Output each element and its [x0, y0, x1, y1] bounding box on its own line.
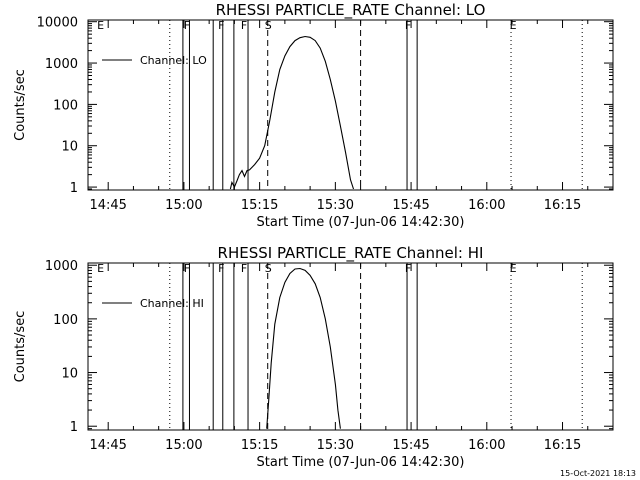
- chart-panel-1: RHESSI PARTICLE_RATE Channel: LO Counts/s…: [13, 1, 614, 230]
- x-tick-label: 16:15: [544, 198, 581, 213]
- y-tick-label: 10000: [37, 16, 78, 31]
- data-series-line: [266, 267, 341, 429]
- data-series-line: [229, 35, 355, 190]
- event-marker: S: [265, 262, 272, 275]
- x-tick-label: 15:30: [317, 198, 354, 213]
- x-tick-label: 15:15: [241, 438, 278, 453]
- y-tick-label: 1: [70, 181, 78, 196]
- x-axis-label: Start Time (07-Jun-06 14:42:30): [257, 215, 465, 230]
- x-tick-label: 15:45: [392, 198, 429, 213]
- x-tick-label: 14:45: [89, 198, 126, 213]
- x-tick-label: 15:45: [392, 438, 429, 453]
- chart-panel-2: RHESSI PARTICLE_RATE Channel: HI Counts/s…: [13, 244, 614, 470]
- chart-title: RHESSI PARTICLE_RATE Channel: LO: [216, 1, 486, 20]
- plot-frame: [87, 262, 614, 431]
- plot-timestamp: 15-Oct-2021 18:13: [560, 469, 636, 478]
- event-marker: F: [241, 19, 247, 32]
- x-tick-label: 15:00: [165, 198, 202, 213]
- event-marker: F: [218, 262, 224, 275]
- y-tick-label: 100: [53, 313, 78, 328]
- y-tick-label: 1000: [45, 259, 78, 274]
- y-tick-label: 10: [61, 367, 78, 382]
- legend-label: Channel: LO: [140, 54, 207, 67]
- y-tick-label: 1: [70, 420, 78, 435]
- event-marker: E: [510, 19, 517, 32]
- y-axis-label: Counts/sec: [13, 311, 28, 383]
- x-tick-label: 16:15: [544, 438, 581, 453]
- x-tick-label: 14:45: [89, 438, 126, 453]
- chart-title: RHESSI PARTICLE_RATE Channel: HI: [218, 244, 484, 263]
- legend-label: Channel: HI: [140, 297, 204, 310]
- x-tick-label: 16:00: [468, 438, 505, 453]
- x-tick-label: 16:00: [468, 198, 505, 213]
- event-marker: F: [184, 262, 190, 275]
- plot-frame: [87, 19, 614, 191]
- event-marker: F: [218, 19, 224, 32]
- y-axis-label: Counts/sec: [13, 69, 28, 141]
- event-marker: F: [184, 19, 190, 32]
- y-tick-label: 10: [61, 140, 78, 155]
- event-marker: F: [405, 19, 411, 32]
- event-marker: F: [405, 262, 411, 275]
- event-marker: F: [241, 262, 247, 275]
- event-marker: S: [265, 19, 272, 32]
- y-tick-label: 100: [53, 98, 78, 113]
- event-marker: E: [97, 19, 104, 32]
- event-marker: E: [97, 262, 104, 275]
- x-axis-label: Start Time (07-Jun-06 14:42:30): [257, 455, 465, 470]
- y-tick-label: 1000: [45, 57, 78, 72]
- event-marker: E: [510, 262, 517, 275]
- x-tick-label: 15:30: [317, 438, 354, 453]
- x-tick-label: 15:00: [165, 438, 202, 453]
- x-tick-label: 15:15: [241, 198, 278, 213]
